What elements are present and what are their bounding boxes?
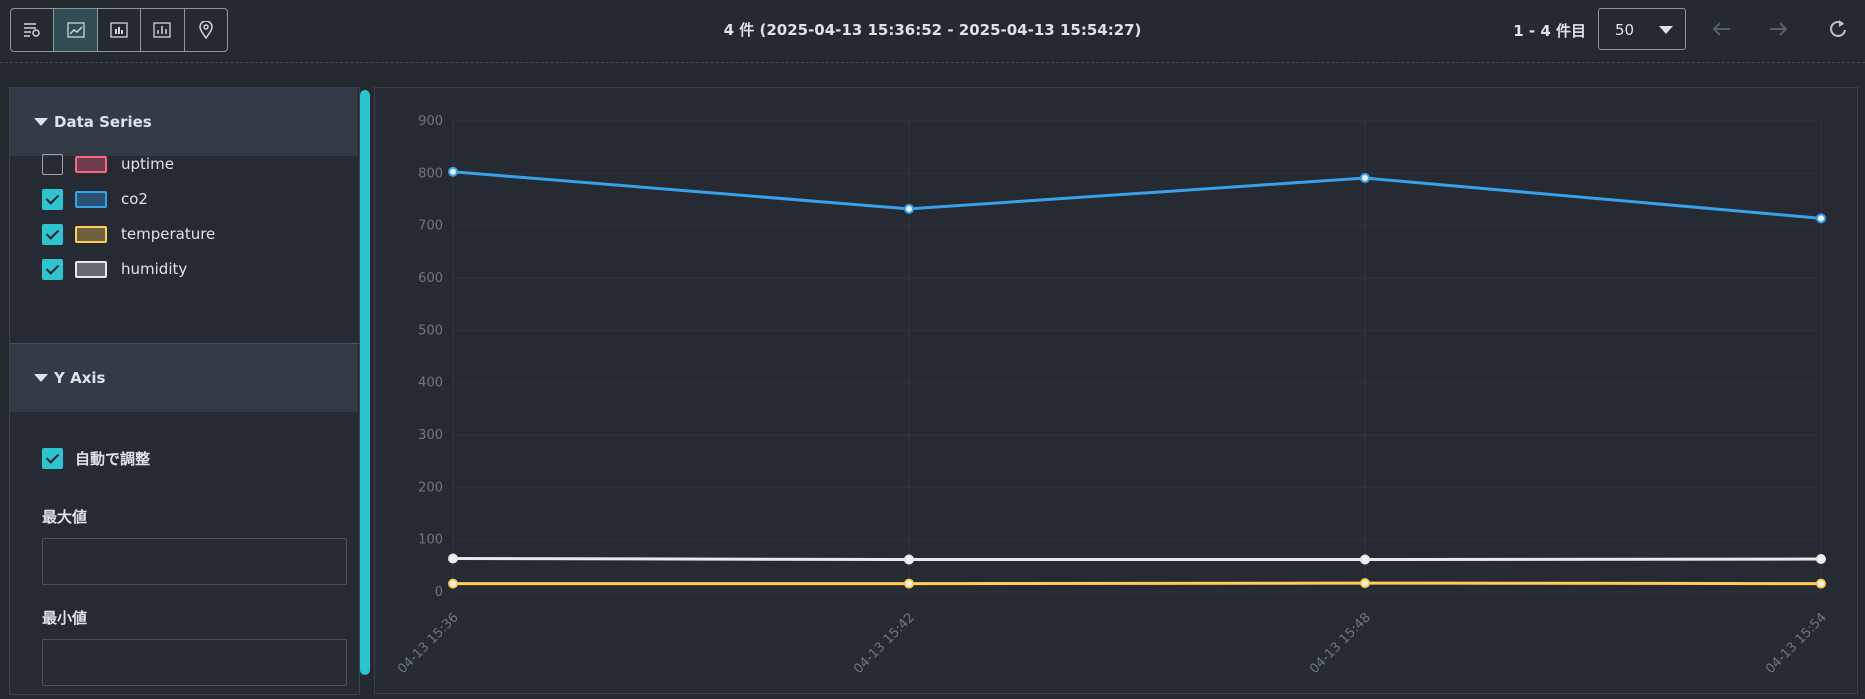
data-point [1816, 578, 1826, 589]
y-tick-label: 300 [418, 428, 443, 443]
view-buttons [10, 8, 228, 52]
stats-view-button[interactable] [141, 9, 185, 51]
y-tick-label: 100 [418, 533, 443, 548]
series-swatch [75, 190, 107, 208]
y-tick-label: 500 [418, 323, 443, 338]
data-point [904, 578, 914, 589]
checkbox[interactable] [42, 188, 63, 210]
data-point [1360, 173, 1370, 184]
range-label: 1 - 4 件目 [1513, 22, 1586, 40]
series-name: uptime [121, 155, 174, 173]
series-header[interactable]: Data Series [10, 88, 358, 156]
data-point [904, 554, 914, 565]
y-axis-header[interactable]: Y Axis [10, 344, 358, 412]
map-view-button[interactable] [185, 9, 227, 51]
min-input[interactable] [42, 639, 347, 686]
page-size-select[interactable]: 50 [1598, 8, 1686, 50]
y-tick-label: 900 [418, 114, 443, 129]
divider [0, 62, 1865, 63]
y-tick-label: 0 [435, 585, 443, 600]
data-point [1816, 213, 1826, 224]
series-option[interactable]: co2 [42, 188, 148, 210]
series-option[interactable]: temperature [42, 223, 215, 245]
x-tick-label: 04-13 15:36 [395, 610, 462, 677]
scrollbar[interactable] [360, 90, 370, 675]
record-title: 4 件 (2025-04-13 15:36:52 - 2025-04-13 15… [723, 21, 1142, 39]
x-tick-label: 04-13 15:42 [851, 610, 918, 677]
auto-label: 自動で調整 [75, 449, 151, 468]
chart-panel: 0 100 200 300 400 500 600 700 800 900 04-13 15:36 0… [374, 87, 1858, 694]
series-name: temperature [121, 225, 216, 243]
data-point [448, 578, 458, 589]
data-point [1360, 554, 1370, 565]
chart-view-button[interactable] [54, 9, 98, 51]
y-tick-label: 400 [418, 376, 443, 391]
data-point [1816, 554, 1826, 565]
series-line [453, 581, 1822, 586]
series-option[interactable]: uptime [42, 153, 174, 175]
data-point [448, 166, 458, 177]
checkbox[interactable] [42, 153, 63, 175]
divider [10, 343, 359, 344]
sidebar: Data Series uptime co2 temperature humidity… [9, 87, 360, 695]
series-name: humidity [121, 260, 188, 278]
x-tick-label: 04-13 15:48 [1307, 610, 1374, 677]
max-input[interactable] [42, 538, 347, 585]
bar-view-button[interactable] [98, 9, 142, 51]
nav-icons [1712, 20, 1846, 37]
series-line [452, 170, 1822, 220]
series-swatch [75, 155, 107, 173]
checkbox[interactable] [42, 223, 63, 245]
page-size: 50 [1615, 21, 1635, 39]
table-view-button[interactable] [11, 9, 55, 51]
auto-option[interactable]: 自動で調整 [42, 447, 150, 469]
y-tick-label: 600 [418, 271, 443, 286]
checkbox[interactable] [42, 447, 63, 469]
x-tick-label: 04-13 15:54 [1763, 610, 1830, 677]
series-name: co2 [121, 190, 148, 208]
data-point [448, 553, 458, 564]
series-swatch [75, 225, 107, 243]
series-swatch [75, 260, 107, 278]
y-tick-label: 200 [418, 480, 443, 495]
y-tick-label: 800 [418, 166, 443, 181]
min-label: 最小値 [42, 609, 88, 627]
data-point [904, 203, 914, 214]
series-option[interactable]: humidity [42, 258, 187, 280]
checkbox[interactable] [42, 258, 63, 280]
y-tick-label: 700 [418, 219, 443, 234]
series-line [452, 557, 1822, 562]
chart: 0 100 200 300 400 500 600 700 800 900 04-13 15:36 0… [395, 114, 1830, 677]
max-label: 最大値 [42, 508, 88, 526]
data-point [1360, 578, 1370, 589]
